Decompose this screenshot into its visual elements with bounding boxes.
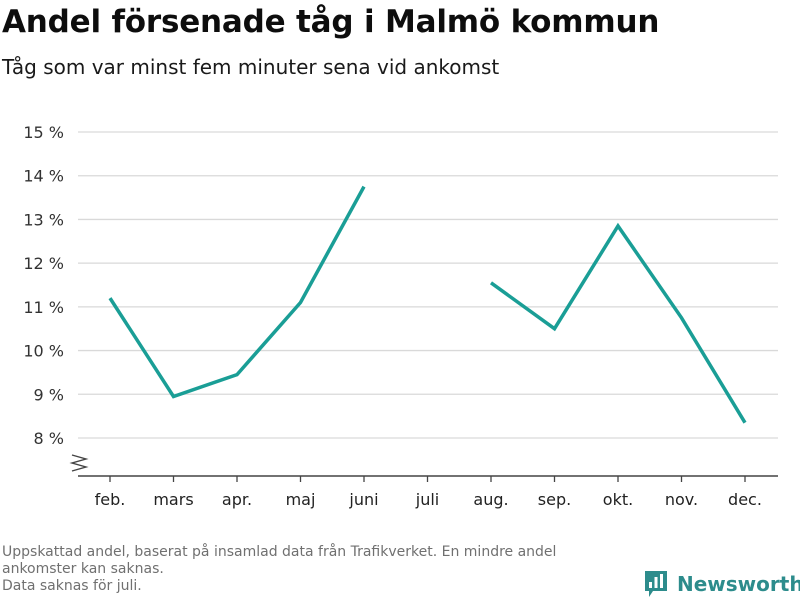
series-line-segment: [108, 185, 366, 399]
x-tick-labels: feb. mars apr. maj juni juli aug. sep. okt. nov. d…: [95, 490, 762, 509]
brand-name: Newsworthy: [677, 572, 800, 596]
y-tick-labels: 8 % 9 % 10 % 11 % 12 % 13 % 14 % 15 %: [23, 123, 64, 448]
series-line-segment: [489, 222, 747, 424]
y-tick-label: 8 %: [34, 429, 64, 448]
x-tick-label: dec.: [728, 490, 762, 509]
footnote-line-1: Uppskattad andel, baserat på insamlad da…: [2, 544, 557, 560]
brand-logo: Newsworthy: [643, 568, 800, 600]
x-tick-label: juli: [415, 490, 439, 509]
footnote-line-3: Data saknas för juli.: [2, 578, 142, 594]
x-tick-label: aug.: [473, 490, 508, 509]
y-tick-label: 10 %: [23, 342, 64, 361]
x-tick-label: mars: [153, 490, 193, 509]
y-tick-label: 13 %: [23, 210, 64, 229]
line-chart: 8 % 9 % 10 % 11 % 12 % 13 % 14 % 15 % feb. mars a…: [23, 123, 778, 509]
x-tick-label: nov.: [665, 490, 698, 509]
x-tick-label: feb.: [95, 490, 126, 509]
y-tick-label: 14 %: [23, 167, 64, 186]
gridlines: [78, 131, 778, 439]
x-tick-label: sep.: [538, 490, 571, 509]
newsworthy-logo-icon: [645, 571, 667, 597]
footnote-line-2: ankomster kan saknas.: [2, 561, 164, 577]
x-tick-label: okt.: [603, 490, 633, 509]
x-tick-label: maj: [286, 490, 316, 509]
chart-subtitle: Tåg som var minst fem minuter sena vid a…: [2, 55, 500, 79]
y-tick-label: 11 %: [23, 298, 64, 317]
x-tick-label: juni: [348, 490, 378, 509]
axis-break-symbol: [69, 454, 89, 472]
y-tick-label: 9 %: [34, 385, 64, 404]
y-tick-label: 15 %: [23, 123, 64, 142]
x-axis: [69, 454, 778, 482]
x-tick-label: apr.: [222, 490, 252, 509]
y-tick-label: 12 %: [23, 254, 64, 273]
chart-title: Andel försenade tåg i Malmö kommun: [2, 4, 660, 40]
series-lines: [108, 185, 747, 424]
footnote: Uppskattad andel, baserat på insamlad da…: [2, 544, 642, 595]
